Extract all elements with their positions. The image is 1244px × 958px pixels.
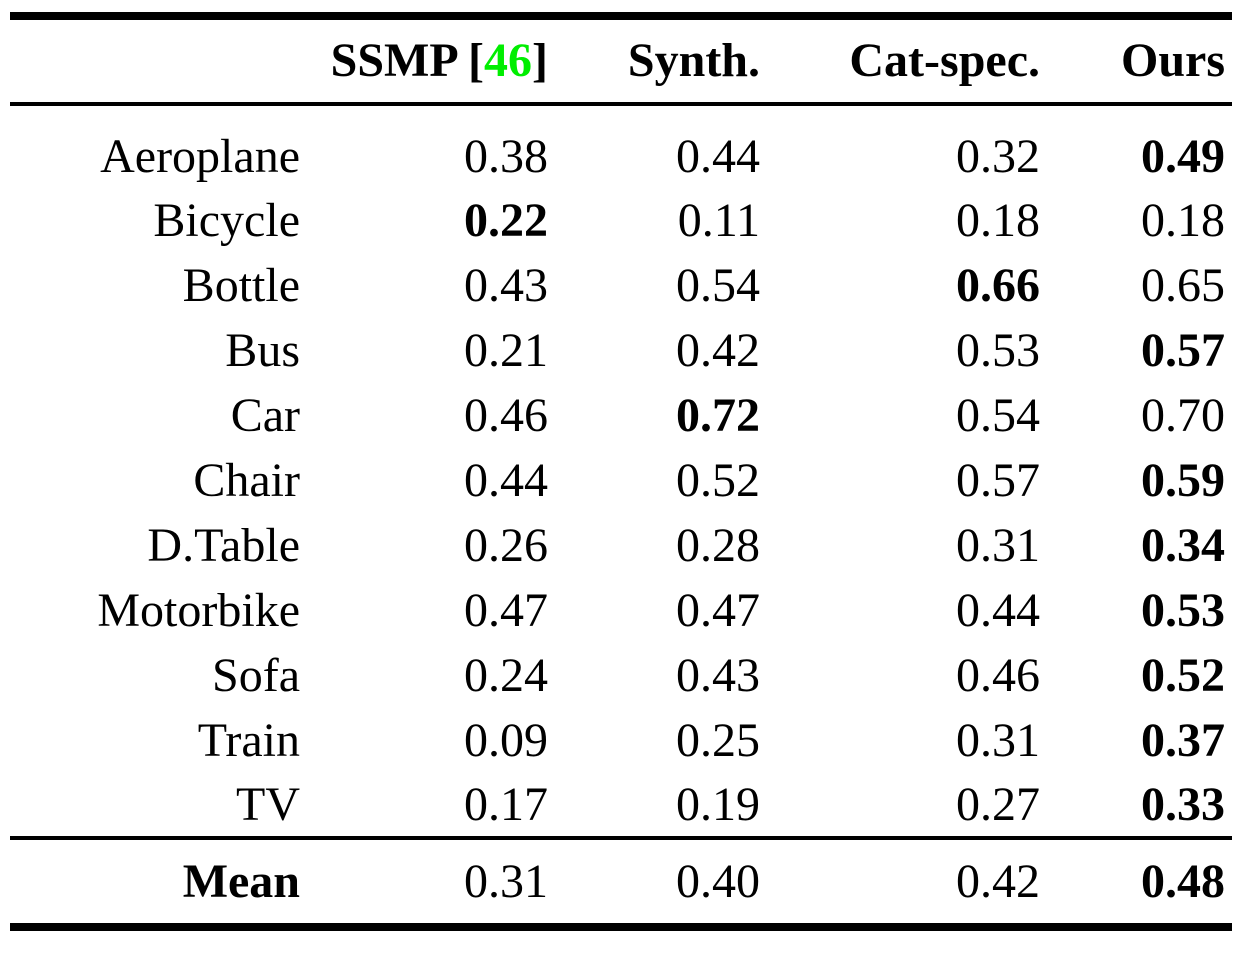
value-cell-catspec: 0.53 — [956, 323, 1040, 377]
value-cell-synth: 0.72 — [676, 388, 760, 442]
value-cell-ssmp: 0.43 — [464, 258, 548, 312]
value-cell-synth: 0.42 — [676, 323, 760, 377]
value-cell-catspec: 0.54 — [956, 388, 1040, 442]
table-row: Sofa 0.24 0.43 0.46 0.52 — [10, 643, 1232, 708]
row-label: Motorbike — [97, 583, 300, 637]
header-synth: Synth. — [548, 16, 760, 106]
results-table: SSMP [46] Synth. Cat-spec. Ours Aeroplan… — [10, 12, 1232, 931]
value-cell-ours: 0.59 — [1141, 453, 1225, 507]
header-corner — [10, 16, 300, 106]
header-ssmp: SSMP [46] — [300, 16, 548, 106]
mean-value-catspec: 0.42 — [760, 836, 1040, 927]
table-row: Bicycle 0.22 0.11 0.18 0.18 — [10, 188, 1232, 253]
value-cell-ssmp: 0.44 — [464, 453, 548, 507]
value-cell-catspec: 0.44 — [956, 583, 1040, 637]
value-cell-catspec: 0.31 — [956, 713, 1040, 767]
header-ssmp-suffix: ] — [532, 34, 548, 87]
value-cell-ssmp: 0.26 — [464, 518, 548, 572]
row-label: Aeroplane — [100, 129, 300, 183]
value-cell-ours: 0.18 — [1141, 193, 1225, 247]
mean-label: Mean — [10, 836, 300, 927]
value-cell-catspec: 0.46 — [956, 648, 1040, 702]
table-row: Bus 0.21 0.42 0.53 0.57 — [10, 318, 1232, 383]
value-cell-catspec: 0.31 — [956, 518, 1040, 572]
row-label: Sofa — [212, 648, 300, 702]
value-cell-ssmp: 0.22 — [464, 193, 548, 247]
row-label: Bus — [225, 323, 300, 377]
value-cell-ours: 0.37 — [1141, 713, 1225, 767]
value-cell-synth: 0.47 — [676, 583, 760, 637]
value-cell-synth: 0.25 — [676, 713, 760, 767]
citation-number[interactable]: 46 — [484, 34, 533, 87]
table-row: Car 0.46 0.72 0.54 0.70 — [10, 383, 1232, 448]
row-label: Bicycle — [153, 193, 300, 247]
value-cell-ours: 0.34 — [1141, 518, 1225, 572]
table-row: Chair 0.44 0.52 0.57 0.59 — [10, 448, 1232, 513]
header-ours: Ours — [1040, 16, 1232, 106]
value-cell-ssmp: 0.46 — [464, 388, 548, 442]
mean-value-ours: 0.48 — [1040, 836, 1232, 927]
table-row: Bottle 0.43 0.54 0.66 0.65 — [10, 253, 1232, 318]
value-cell-ssmp: 0.09 — [464, 713, 548, 767]
value-cell-catspec: 0.66 — [956, 258, 1040, 312]
row-label: D.Table — [147, 518, 300, 572]
value-cell-ssmp: 0.24 — [464, 648, 548, 702]
row-label: Train — [197, 713, 300, 767]
mean-row: Mean 0.31 0.40 0.42 0.48 — [10, 836, 1232, 927]
value-cell-synth: 0.28 — [676, 518, 760, 572]
value-cell-catspec: 0.57 — [956, 453, 1040, 507]
row-label: TV — [236, 777, 300, 831]
value-cell-ours: 0.70 — [1141, 388, 1225, 442]
value-cell-synth: 0.54 — [676, 258, 760, 312]
value-cell-synth: 0.11 — [677, 193, 760, 247]
value-cell-catspec: 0.27 — [956, 777, 1040, 831]
value-cell-ours: 0.65 — [1141, 258, 1225, 312]
value-cell-ours: 0.53 — [1141, 583, 1225, 637]
value-cell-catspec: 0.32 — [956, 129, 1040, 183]
value-cell-ssmp: 0.17 — [464, 777, 548, 831]
value-cell-ssmp: 0.21 — [464, 323, 548, 377]
value-cell-ours: 0.52 — [1141, 648, 1225, 702]
results-table-wrap: SSMP [46] Synth. Cat-spec. Ours Aeroplan… — [10, 12, 1232, 931]
header-catspec: Cat-spec. — [760, 16, 1040, 106]
value-cell-synth: 0.44 — [676, 129, 760, 183]
mean-value-synth: 0.40 — [548, 836, 760, 927]
table-row: Train 0.09 0.25 0.31 0.37 — [10, 708, 1232, 773]
value-cell-catspec: 0.18 — [956, 193, 1040, 247]
value-cell-ours: 0.33 — [1141, 777, 1225, 831]
value-cell-synth: 0.52 — [676, 453, 760, 507]
row-label: Chair — [193, 453, 300, 507]
header-ssmp-prefix: SSMP [ — [330, 34, 485, 87]
value-cell-ssmp: 0.38 — [464, 129, 548, 183]
header-row: SSMP [46] Synth. Cat-spec. Ours — [10, 16, 1232, 106]
row-label: Bottle — [182, 258, 300, 312]
row-label: Car — [230, 388, 300, 442]
mean-value-ssmp: 0.31 — [300, 836, 548, 927]
table-row: D.Table 0.26 0.28 0.31 0.34 — [10, 513, 1232, 578]
value-cell-ours: 0.57 — [1141, 323, 1225, 377]
table-row: TV 0.17 0.19 0.27 0.33 — [10, 773, 1232, 838]
value-cell-synth: 0.43 — [676, 648, 760, 702]
value-cell-synth: 0.19 — [676, 777, 760, 831]
value-cell-ours: 0.49 — [1141, 129, 1225, 183]
table-row: Aeroplane 0.38 0.44 0.32 0.49 — [10, 104, 1232, 188]
value-cell-ssmp: 0.47 — [464, 583, 548, 637]
table-row: Motorbike 0.47 0.47 0.44 0.53 — [10, 578, 1232, 643]
